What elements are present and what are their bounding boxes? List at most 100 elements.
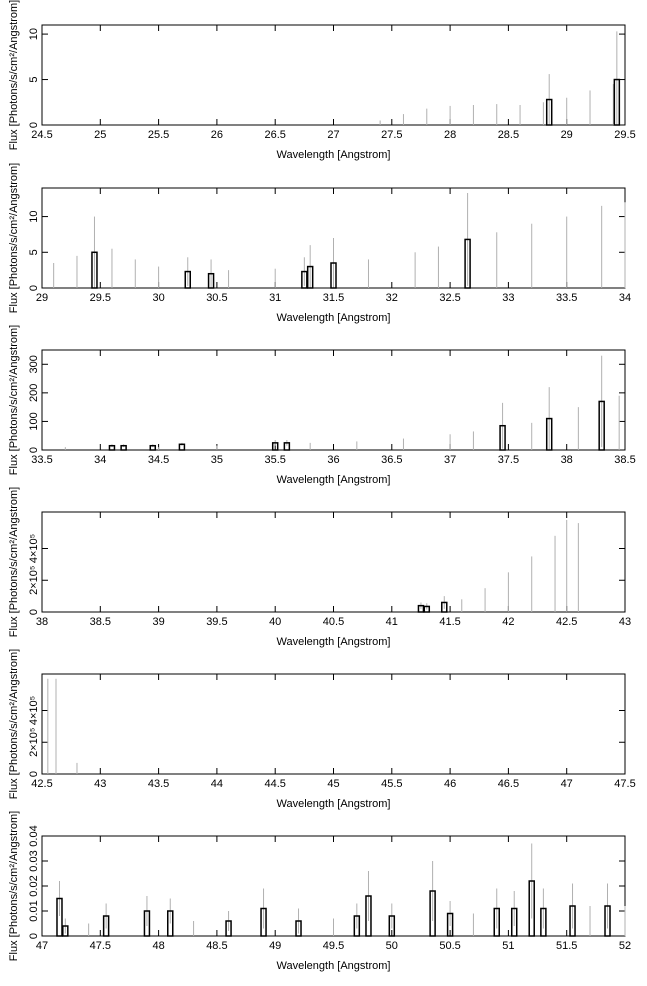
bar: [540, 907, 547, 937]
y-tick-label: 200: [28, 384, 40, 402]
x-tick-label: 39: [152, 616, 164, 628]
x-tick-label: 33: [502, 292, 514, 304]
y-axis-label: Flux [Photons/s/cm²/Angstrom]: [8, 487, 20, 637]
x-tick-label: 44: [211, 778, 223, 790]
bar: [353, 915, 361, 937]
bar: [417, 604, 425, 613]
x-tick-label: 45.5: [381, 778, 402, 790]
x-tick-label: 27.5: [381, 129, 402, 141]
x-tick-label: 34: [94, 454, 106, 466]
bar: [493, 907, 500, 937]
bar: [56, 897, 63, 937]
x-tick-label: 36: [327, 454, 339, 466]
y-tick-label: 0: [28, 609, 40, 615]
x-tick-label: 25: [94, 129, 106, 141]
bar: [388, 915, 396, 937]
x-tick-label: 32: [386, 292, 398, 304]
x-axis-label: Wavelength [Angstrom]: [277, 312, 391, 324]
x-tick-label: 52: [619, 940, 631, 952]
x-tick-label: 43: [619, 616, 631, 628]
x-tick-label: 51: [502, 940, 514, 952]
x-tick-label: 40.5: [323, 616, 344, 628]
x-tick-label: 37.5: [498, 454, 519, 466]
x-tick-label: 31.5: [323, 292, 344, 304]
x-tick-label: 34: [619, 292, 631, 304]
x-tick-label: 31: [269, 292, 281, 304]
y-tick-label: 0: [28, 447, 40, 453]
x-tick-label: 48: [152, 940, 164, 952]
x-tick-label: 35: [211, 454, 223, 466]
bar: [295, 920, 302, 937]
bar: [499, 424, 506, 451]
y-tick-label: 2×10⁵: [28, 566, 40, 595]
x-tick-label: 35.5: [264, 454, 285, 466]
y-tick-label: 10: [28, 28, 40, 40]
x-tick-label: 51.5: [556, 940, 577, 952]
bar: [62, 925, 69, 937]
bar: [207, 272, 215, 289]
x-tick-label: 48.5: [206, 940, 227, 952]
plot-frame: [41, 349, 626, 451]
x-tick-label: 42.5: [31, 778, 52, 790]
bar: [225, 920, 232, 937]
x-tick-label: 49.5: [323, 940, 344, 952]
x-tick-label: 42: [502, 616, 514, 628]
x-tick-label: 41: [386, 616, 398, 628]
bar: [330, 262, 337, 289]
x-tick-label: 29.5: [614, 129, 635, 141]
bar: [365, 895, 372, 937]
x-tick-label: 30: [152, 292, 164, 304]
bar: [120, 444, 127, 451]
y-tick-label: 0: [28, 122, 40, 128]
x-tick-label: 38.5: [614, 454, 635, 466]
y-tick-label: 4×10⁵: [28, 534, 40, 563]
bar: [301, 270, 308, 289]
plot-frame: [41, 511, 626, 613]
x-tick-label: 32.5: [439, 292, 460, 304]
bar: [306, 265, 314, 289]
bar: [613, 78, 621, 126]
x-tick-label: 43.5: [148, 778, 169, 790]
bar: [545, 98, 553, 126]
y-tick-label: 5: [28, 249, 40, 255]
x-tick-label: 38: [561, 454, 573, 466]
bar: [91, 251, 98, 289]
y-axis-label: Flux [Photons/s/cm²/Angstrom]: [8, 649, 20, 799]
x-tick-label: 43: [94, 778, 106, 790]
bar: [167, 910, 174, 937]
x-tick-label: 27: [327, 129, 339, 141]
bar: [143, 910, 151, 937]
x-tick-label: 46: [444, 778, 456, 790]
x-tick-label: 30.5: [206, 292, 227, 304]
bar: [446, 912, 454, 937]
bar: [545, 417, 553, 451]
x-tick-label: 49: [269, 940, 281, 952]
bar: [184, 270, 191, 289]
bar: [260, 907, 267, 937]
x-tick-label: 33.5: [556, 292, 577, 304]
x-tick-label: 45: [327, 778, 339, 790]
x-tick-label: 46.5: [498, 778, 519, 790]
x-tick-label: 29.5: [90, 292, 111, 304]
y-axis-label: Flux [Photons/s/cm²/Angstrom]: [8, 811, 20, 961]
y-tick-label: 0: [28, 285, 40, 291]
x-tick-label: 50: [386, 940, 398, 952]
bar: [604, 905, 611, 937]
y-tick-label: 4×10⁵: [28, 696, 40, 725]
bar: [464, 238, 471, 289]
bar: [283, 442, 291, 451]
x-axis-label: Wavelength [Angstrom]: [277, 960, 391, 972]
bar: [429, 890, 436, 937]
x-tick-label: 26.5: [264, 129, 285, 141]
bar: [271, 442, 279, 451]
y-tick-label: 0.02: [28, 875, 40, 896]
y-tick-label: 300: [28, 355, 40, 373]
x-tick-label: 50.5: [439, 940, 460, 952]
x-tick-label: 37: [444, 454, 456, 466]
x-tick-label: 28: [444, 129, 456, 141]
x-tick-label: 28.5: [498, 129, 519, 141]
y-tick-label: 2×10⁵: [28, 728, 40, 757]
x-tick-label: 26: [211, 129, 223, 141]
bar: [510, 907, 518, 937]
